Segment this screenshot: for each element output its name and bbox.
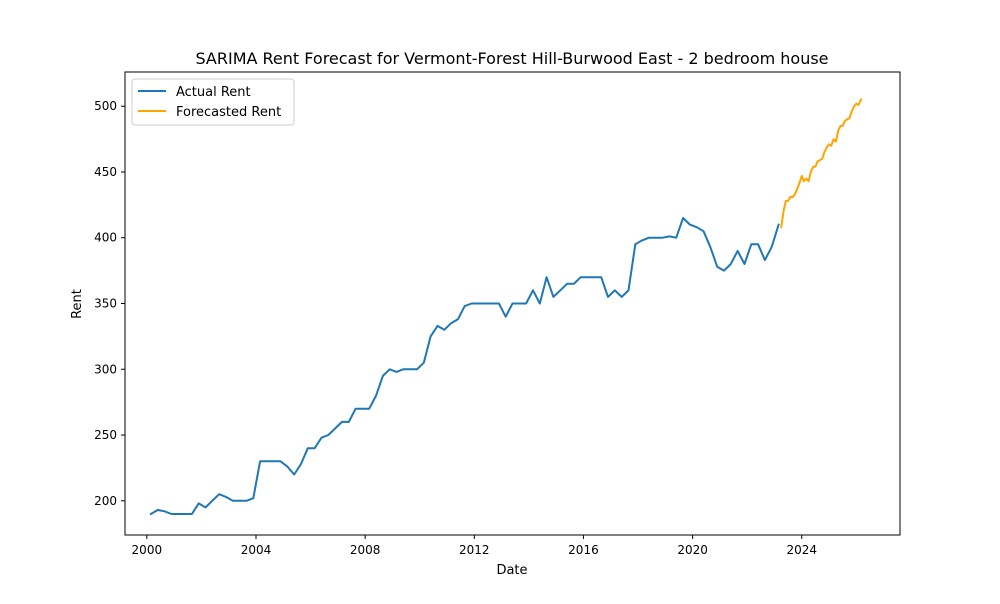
- chart-title: SARIMA Rent Forecast for Vermont-Forest …: [195, 49, 828, 68]
- y-tick-label-200: 200: [94, 494, 117, 508]
- y-tick-label-250: 250: [94, 428, 117, 442]
- y-tick-label-500: 500: [94, 99, 117, 113]
- x-tick-label-2000: 2000: [132, 543, 163, 557]
- series-line-forecasted-rent: [780, 98, 863, 229]
- y-axis: 200 250 300 350 400 450 500: [94, 99, 125, 508]
- y-tick-label-400: 400: [94, 231, 117, 245]
- legend: Actual Rent Forecasted Rent: [131, 78, 295, 126]
- x-tick-label-2012: 2012: [459, 543, 490, 557]
- y-axis-label: Rent: [70, 289, 85, 319]
- x-tick-label-2004: 2004: [241, 543, 272, 557]
- y-tick-label-350: 350: [94, 297, 117, 311]
- legend-box: [131, 78, 295, 126]
- y-tick-label-300: 300: [94, 362, 117, 376]
- x-tick-label-2016: 2016: [568, 543, 599, 557]
- x-tick-label-2024: 2024: [786, 543, 817, 557]
- x-axis-label: Date: [496, 563, 527, 578]
- legend-label-forecasted-rent: Forecasted Rent: [176, 105, 281, 120]
- x-axis: 2000 2004 2008 2012 2016 2020 2024: [132, 535, 817, 557]
- series-layer: [149, 98, 863, 516]
- x-tick-label-2020: 2020: [677, 543, 708, 557]
- plot-frame: [124, 71, 901, 536]
- legend-label-actual-rent: Actual Rent: [176, 85, 251, 100]
- series-line-actual-rent: [149, 217, 780, 516]
- y-tick-label-450: 450: [94, 165, 117, 179]
- x-tick-label-2008: 2008: [350, 543, 381, 557]
